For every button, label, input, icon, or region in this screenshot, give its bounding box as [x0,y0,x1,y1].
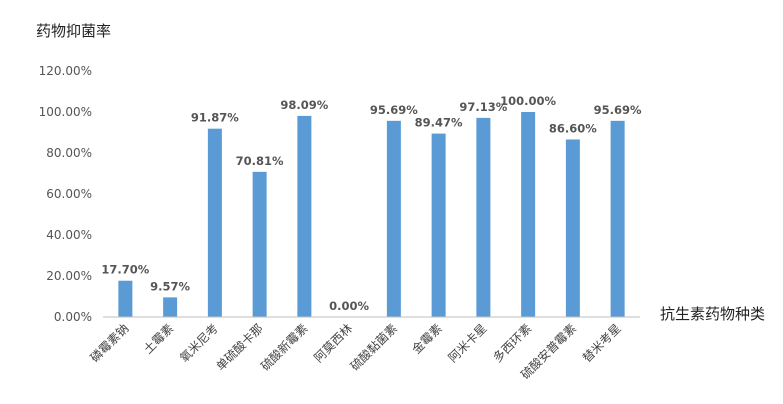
category-label: 硫酸新霉素 [257,321,310,374]
category-label: 氧米尼考 [177,321,221,365]
category-label: 替米考星 [580,321,624,365]
bar-data-label: 98.09% [280,98,328,112]
bar-data-label: 89.47% [415,116,463,130]
category-label: 金霉素 [409,321,445,357]
y-axis-title: 药物抑菌率 [36,22,112,40]
bar [610,120,625,317]
bar [207,128,222,317]
bar [386,120,401,317]
bar [297,115,312,317]
bars [118,112,625,317]
bar-data-label: 91.87% [191,111,239,125]
category-label: 硫酸黏菌素 [347,321,400,374]
category-label: 阿莫西林 [311,321,355,365]
category-label: 多西环素 [490,321,534,365]
y-tick-label: 80.00% [46,146,92,160]
category-label: 磷霉素钠 [87,321,132,366]
bar-data-label: 17.70% [101,263,149,277]
category-label: 单硫酸卡那 [213,321,266,374]
bar [476,117,491,317]
bar-data-label: 9.57% [150,279,190,293]
bar [431,133,446,317]
bar-data-label: 95.69% [594,103,642,117]
x-axis-title: 抗生素药物种类 [660,305,766,323]
y-tick-label: 100.00% [39,105,92,119]
bar [118,280,133,317]
bar-data-label: 100.00% [500,94,556,108]
bar-data-label: 0.00% [329,299,369,313]
bar [252,171,267,317]
y-axis-ticks: 0.00% 20.00% 40.00% 60.00% 80.00% 100.00% 120.… [39,64,92,324]
category-label: 土霉素 [141,321,176,356]
y-tick-label: 20.00% [46,269,92,283]
bar [565,139,580,317]
bar [521,112,536,317]
bar-data-label: 86.60% [549,121,597,135]
bar-data-label: 95.69% [370,103,418,117]
bar-data-label: 70.81% [236,154,284,168]
y-tick-label: 0.00% [54,310,92,324]
category-label: 阿米卡星 [446,321,490,365]
bar-data-label: 97.13% [459,100,507,114]
y-tick-label: 60.00% [46,187,92,201]
bar [163,297,178,317]
data-labels: 17.70%9.57% 91.87% 70.81% 98.09% 0.00% 95.69%… [101,94,642,313]
y-tick-label: 40.00% [46,228,92,242]
y-tick-label: 120.00% [39,64,92,78]
